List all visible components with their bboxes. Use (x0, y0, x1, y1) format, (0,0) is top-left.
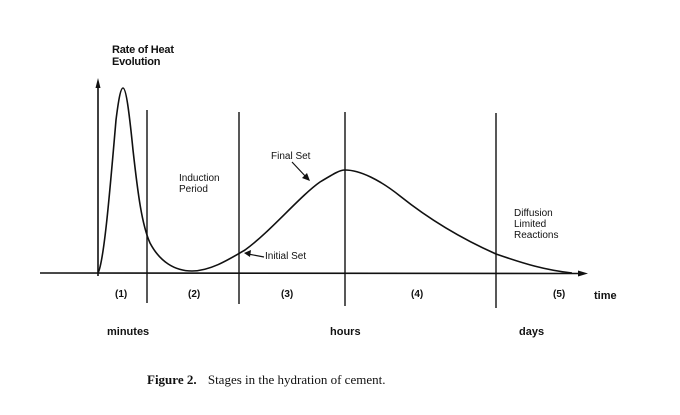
diffusion-line2: Limited (514, 219, 547, 230)
stage-label-3: (3) (281, 289, 294, 300)
stage-label-2: (2) (188, 289, 201, 300)
stage-label-5: (5) (553, 289, 566, 300)
stage-label-4: (4) (411, 289, 424, 300)
diffusion-label: Diffusion Limited Reactions (514, 208, 558, 241)
diffusion-line3: Reactions (514, 230, 559, 241)
initial-set-arrowhead-icon (244, 250, 251, 257)
diffusion-line1: Diffusion (514, 208, 553, 219)
x-axis-arrow-icon (578, 270, 588, 277)
caption-label: Figure 2. (147, 372, 197, 387)
scale-minutes: minutes (107, 326, 150, 338)
final-set-label: Final Set (271, 151, 311, 162)
y-axis-title: Rate of Heat Evolution (112, 44, 174, 68)
figure-caption: Figure 2. Stages in the hydration of cem… (147, 372, 385, 388)
x-axis-title: time (594, 290, 617, 302)
induction-line2: Period (179, 184, 208, 195)
heat-evolution-curve (97, 87, 573, 274)
y-axis-arrow-icon (95, 78, 101, 88)
induction-period-label: Induction Period (179, 173, 220, 195)
final-set-arrowhead-icon (302, 173, 310, 181)
x-axis (39, 272, 581, 275)
y-axis-title-line1: Rate of Heat (112, 44, 174, 56)
initial-set-arrow (247, 253, 265, 258)
stage-label-1: (1) (115, 289, 128, 300)
initial-set-label: Initial Set (265, 251, 307, 262)
scale-days: days (519, 326, 545, 338)
scale-hours: hours (330, 326, 361, 338)
y-axis-title-line2: Evolution (112, 56, 161, 68)
caption-text: Stages in the hydration of cement. (207, 372, 386, 387)
induction-line1: Induction (179, 173, 220, 184)
final-set-arrow (291, 161, 308, 179)
